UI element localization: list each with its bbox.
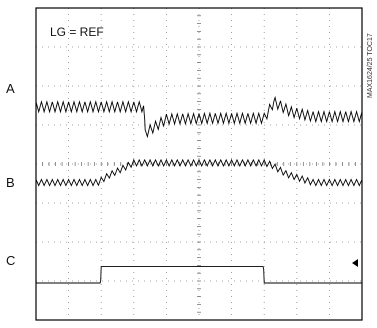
trace-a	[35, 95, 363, 139]
channel-b-label: B	[6, 175, 15, 190]
trace-c	[36, 266, 362, 284]
channel-c-label: C	[6, 253, 15, 268]
grid	[35, 7, 363, 321]
plot-frame	[35, 7, 363, 321]
figure-id: MAX1624/25 TOC17	[367, 33, 374, 98]
channel-a-label: A	[6, 81, 15, 96]
annotation-label: LG = REF	[50, 25, 104, 39]
traces	[35, 95, 363, 284]
trace-b	[35, 158, 363, 187]
trigger-marker-icon	[352, 259, 358, 267]
